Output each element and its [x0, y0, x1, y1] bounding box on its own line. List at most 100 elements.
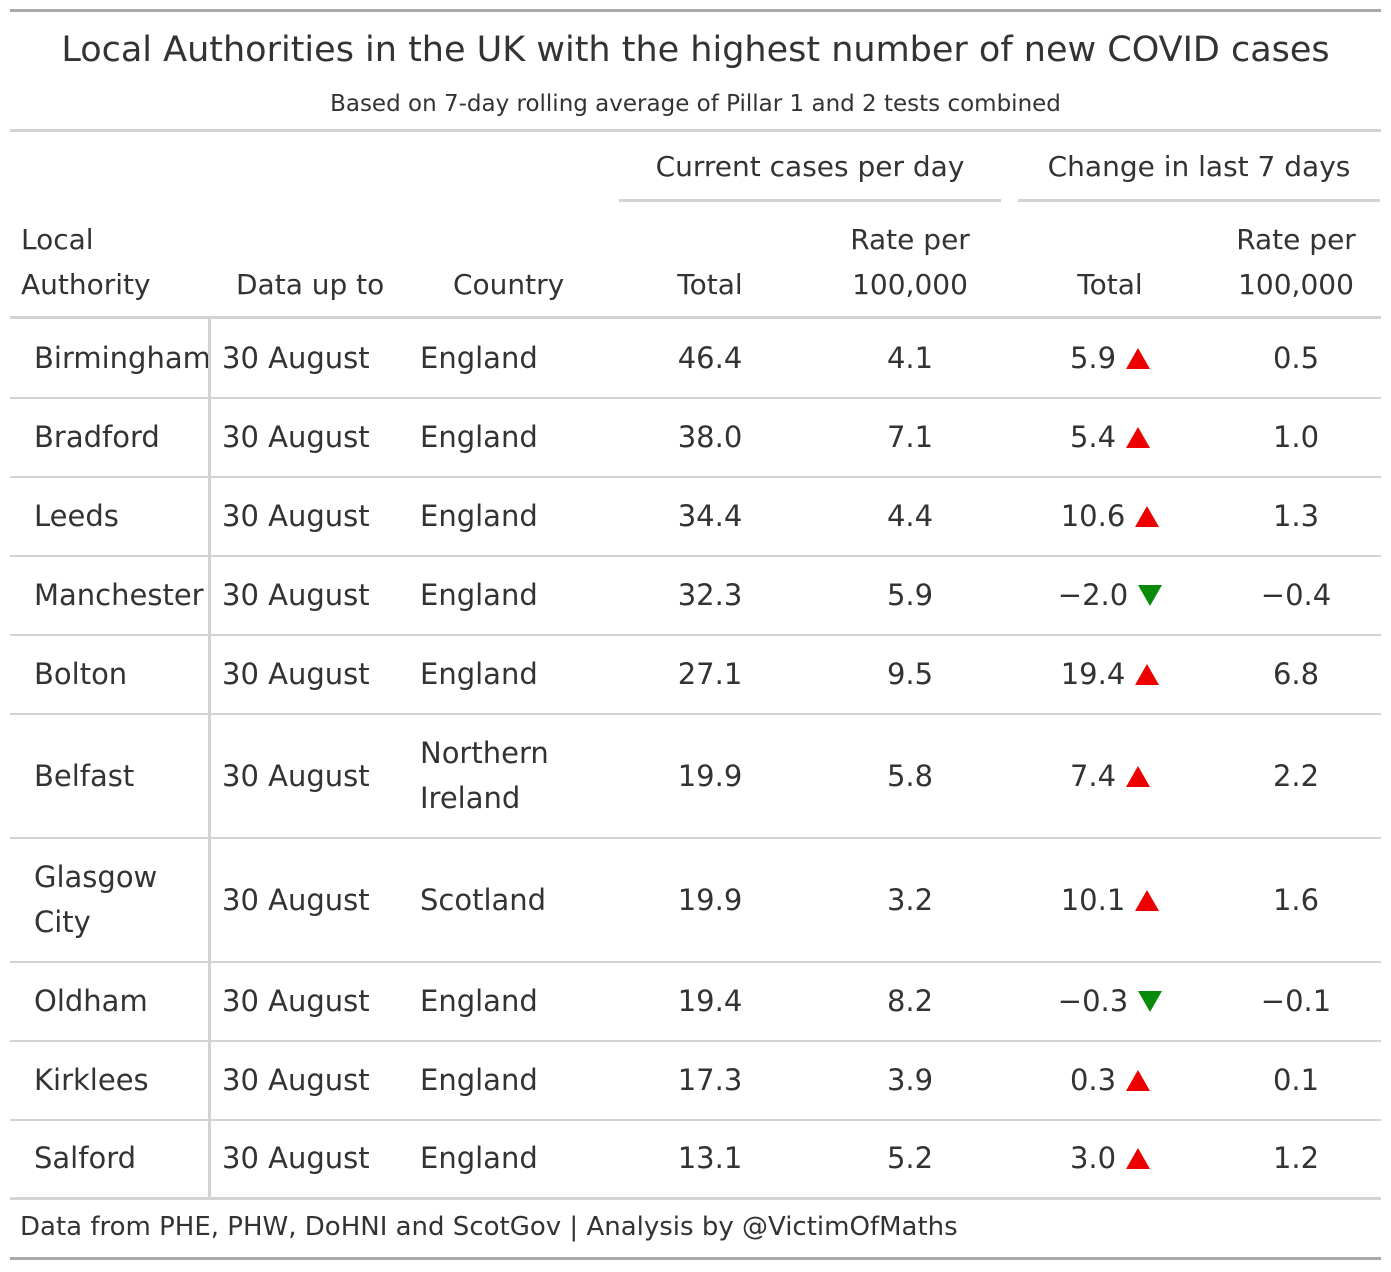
row-divider [10, 961, 1381, 963]
col-date-header: Data up to [236, 268, 385, 301]
stub-divider [208, 319, 211, 1197]
cell-authority: Bolton [34, 635, 209, 714]
cell-authority: Manchester [34, 556, 209, 635]
cell-change-rate-text: 1.2 [1272, 1141, 1320, 1175]
cell-change-rate-text: 6.8 [1272, 657, 1320, 691]
cell-date: 30 August [222, 319, 412, 398]
cell-change-total-text: −2.0 [1057, 578, 1129, 612]
triangle-up-icon [1135, 664, 1160, 685]
cell-rate-text: 4.1 [886, 341, 934, 375]
cell-country-text: England [420, 499, 538, 533]
cell-total-text: 38.0 [677, 420, 743, 454]
cell-change-total: 5.9 [1020, 319, 1200, 398]
cell-total: 13.1 [620, 1120, 800, 1197]
col-country-header: Country [453, 268, 565, 301]
table-row: Oldham 30 August England 19.4 8.2 −0.3 −0.1 [0, 962, 1391, 1041]
cell-total-text: 19.4 [677, 984, 743, 1018]
cell-country: England [420, 1041, 610, 1120]
cell-authority: Glasgow City [34, 838, 209, 962]
cell-date-text: 30 August [222, 578, 370, 612]
cell-change-rate: 1.3 [1206, 477, 1386, 556]
cell-country-text: England [420, 1063, 538, 1097]
cell-rate-text: 7.1 [886, 420, 934, 454]
cell-rate: 5.9 [820, 556, 1000, 635]
cell-change-rate: −0.4 [1206, 556, 1386, 635]
cell-authority: Salford [34, 1120, 209, 1197]
table-row: Bolton 30 August England 27.1 9.5 19.4 6.8 [0, 635, 1391, 714]
cell-country-text: England [420, 984, 538, 1018]
cell-country: Scotland [420, 838, 610, 962]
cell-authority: Belfast [34, 714, 209, 838]
cell-change-total-text: 10.1 [1060, 882, 1126, 917]
cell-country: England [420, 635, 610, 714]
row-divider [10, 634, 1381, 636]
cell-total: 19.9 [620, 714, 800, 838]
cell-change-rate-text: 1.0 [1272, 420, 1320, 454]
cell-total-text: 32.3 [677, 578, 743, 612]
title-divider [10, 129, 1381, 132]
cell-authority-text: Glasgow City [34, 860, 158, 939]
spanner-current-line [619, 199, 1001, 202]
cell-rate: 3.9 [820, 1041, 1000, 1120]
cell-authority: Bradford [34, 398, 209, 477]
cell-date: 30 August [222, 635, 412, 714]
cell-date: 30 August [222, 1120, 412, 1197]
cell-rate: 5.2 [820, 1120, 1000, 1197]
row-divider [10, 1119, 1381, 1121]
cell-authority-text: Oldham [34, 984, 148, 1018]
cell-date: 30 August [222, 838, 412, 962]
cell-authority-text: Kirklees [34, 1063, 149, 1097]
cell-change-total: 3.0 [1020, 1120, 1200, 1197]
table-subtitle: Based on 7-day rolling average of Pillar… [330, 91, 1061, 117]
cell-change-total: 10.6 [1020, 477, 1200, 556]
cell-rate-text: 3.9 [886, 1063, 934, 1097]
cell-change-rate: 2.2 [1206, 714, 1386, 838]
cell-authority-text: Manchester [34, 578, 204, 612]
cell-rate-text: 9.5 [886, 657, 934, 691]
cell-change-total: −0.3 [1020, 962, 1200, 1041]
col-change-total-header: Total [1077, 268, 1143, 301]
triangle-up-icon [1135, 889, 1160, 911]
cell-country-text: Scotland [420, 882, 547, 917]
cell-total: 19.9 [620, 838, 800, 962]
row-divider [10, 837, 1381, 839]
cell-change-total: 7.4 [1020, 714, 1200, 838]
cell-date: 30 August [222, 1041, 412, 1120]
cell-date-text: 30 August [222, 1063, 370, 1097]
cell-country: England [420, 398, 610, 477]
cell-rate: 7.1 [820, 398, 1000, 477]
cell-authority-text: Belfast [34, 758, 135, 793]
triangle-up-icon [1126, 1148, 1151, 1169]
bottom-border [10, 1257, 1381, 1260]
cell-change-total-text: 7.4 [1069, 758, 1117, 793]
cell-date: 30 August [222, 962, 412, 1041]
cell-rate: 4.4 [820, 477, 1000, 556]
source-note: Data from PHE, PHW, DoHNI and ScotGov | … [20, 1212, 958, 1242]
cell-date-text: 30 August [222, 420, 370, 454]
cell-change-total-text: 19.4 [1060, 657, 1126, 691]
row-divider [10, 713, 1381, 715]
triangle-down-icon [1138, 585, 1163, 606]
cell-country-text: England [420, 341, 538, 375]
col-authority-header: Local Authority [21, 223, 151, 301]
cell-total-text: 46.4 [677, 341, 743, 375]
col-rate-header: Rate per 100,000 [850, 223, 970, 301]
cell-rate-text: 8.2 [886, 984, 934, 1018]
cell-change-total: 19.4 [1020, 635, 1200, 714]
cell-rate: 3.2 [820, 838, 1000, 962]
cell-total: 19.4 [620, 962, 800, 1041]
cell-change-total-text: 3.0 [1069, 1141, 1117, 1175]
cell-authority: Leeds [34, 477, 209, 556]
cell-date: 30 August [222, 714, 412, 838]
table-row: Kirklees 30 August England 17.3 3.9 0.3 0.1 [0, 1041, 1391, 1120]
cell-authority-text: Bradford [34, 420, 160, 454]
col-change-rate-header: Rate per 100,000 [1236, 223, 1356, 301]
cell-authority: Birmingham [34, 319, 211, 398]
cell-change-rate-text: 0.1 [1272, 1063, 1320, 1097]
cell-change-rate: 0.5 [1206, 319, 1386, 398]
cell-authority: Oldham [34, 962, 209, 1041]
cell-rate-text: 4.4 [886, 499, 934, 533]
cell-change-total: 10.1 [1020, 838, 1200, 962]
cell-total: 34.4 [620, 477, 800, 556]
cell-change-total: −2.0 [1020, 556, 1200, 635]
